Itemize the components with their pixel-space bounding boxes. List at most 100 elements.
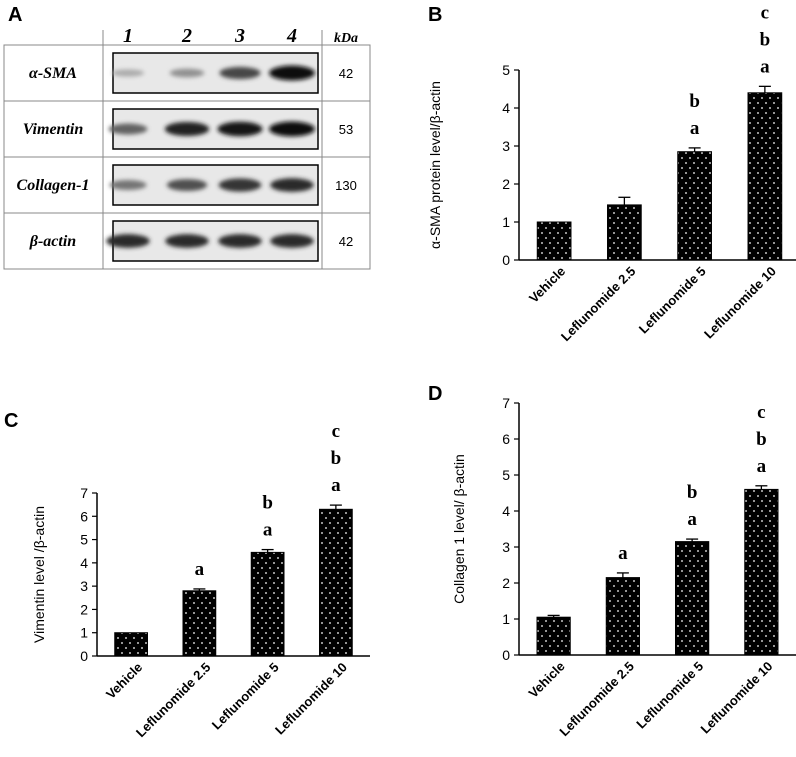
blot-band: [108, 123, 148, 135]
y-tick-label: 4: [502, 503, 510, 519]
significance-letter: a: [757, 456, 767, 477]
y-tick-label: 1: [502, 214, 510, 230]
x-tick-label: Leflunomide 2.5: [133, 660, 214, 741]
significance-letter: b: [689, 91, 700, 112]
blot-band: [106, 234, 150, 248]
y-tick-label: 5: [502, 62, 510, 78]
bar: [114, 632, 149, 657]
blot-band: [270, 178, 314, 192]
x-tick-label: Leflunomide 2.5: [556, 659, 637, 740]
y-tick-label: 2: [80, 601, 88, 617]
bar: [675, 541, 710, 656]
western-blot-panel: 1 2 3 4 kDa α-SMA 42 Vimentin 53 Collagen-1 130 β-a…: [3, 25, 371, 270]
x-tick-label: Leflunomide 5: [636, 264, 709, 337]
blot-kda-value: 42: [339, 66, 353, 81]
blot-band: [269, 121, 315, 137]
blot-band: [166, 179, 208, 191]
blot-band: [217, 121, 263, 137]
bar: [607, 204, 642, 261]
significance-letter: a: [331, 475, 341, 496]
y-tick-label: 7: [80, 485, 88, 501]
x-tick-label: Leflunomide 10: [697, 659, 775, 737]
significance-letter: a: [618, 543, 628, 564]
blot-band: [164, 121, 210, 137]
y-tick-label: 7: [502, 395, 510, 411]
bar: [605, 577, 640, 656]
chart-panel-d: 0 1 2 3 4 5 6 7 Collagen 1 level/ β-actin Vehicle…: [451, 395, 796, 740]
significance-letter: a: [760, 56, 770, 77]
x-tick-label: Vehicle: [526, 264, 568, 306]
blot-protein-label: α-SMA: [29, 65, 77, 82]
blot-protein-label: β-actin: [29, 233, 77, 250]
y-tick-label: 6: [80, 508, 88, 524]
y-tick-label: 2: [502, 575, 510, 591]
y-tick-label: 4: [502, 100, 510, 116]
significance-letter: b: [760, 29, 771, 50]
x-tick-label: Vehicle: [103, 660, 145, 702]
blot-kda-value: 53: [339, 122, 353, 137]
y-tick-label: 3: [502, 138, 510, 154]
blot-band: [218, 178, 262, 192]
kda-header: kDa: [334, 31, 358, 46]
panel-letter-b: B: [428, 4, 443, 26]
blot-band: [109, 179, 147, 191]
blot-band: [270, 234, 314, 248]
lane-label: 1: [123, 25, 133, 47]
y-tick-label: 5: [502, 467, 510, 483]
y-axis-title: Vimentin level /β-actin: [31, 506, 47, 643]
panel-letter-c: C: [4, 410, 19, 432]
blot-kda-value: 42: [339, 234, 353, 249]
significance-letter: b: [331, 448, 342, 469]
chart-panel-b: 0 1 2 3 4 5 α-SMA protein level/β-actin Vehicle…: [427, 2, 796, 345]
y-tick-label: 3: [80, 578, 88, 594]
x-tick-label: Vehicle: [525, 659, 567, 701]
x-tick-label: Leflunomide 2.5: [558, 264, 639, 345]
significance-letter: c: [761, 2, 769, 23]
significance-letter: a: [195, 559, 205, 580]
significance-letter: b: [687, 482, 698, 503]
bar: [677, 151, 712, 261]
significance-letter: c: [757, 402, 765, 423]
x-tick-label: Leflunomide 5: [633, 659, 706, 732]
blot-kda-value: 130: [335, 178, 357, 193]
y-tick-label: 1: [502, 611, 510, 627]
bar: [744, 488, 779, 656]
lane-label: 4: [286, 25, 297, 47]
blot-band: [218, 234, 262, 248]
x-tick-label: Leflunomide 10: [701, 264, 779, 342]
bar: [250, 551, 285, 657]
significance-letter: b: [262, 493, 273, 514]
y-tick-label: 3: [502, 539, 510, 555]
blot-band: [269, 65, 315, 81]
y-tick-label: 0: [80, 648, 88, 664]
blot-band: [169, 68, 205, 78]
chart-panel-c: 0 1 2 3 4 5 6 7 Vimentin level /β-actin Vehicle a L…: [31, 421, 370, 741]
bar: [536, 616, 571, 656]
significance-letter: a: [263, 520, 273, 541]
panel-letter-a: A: [8, 4, 23, 26]
y-tick-label: 6: [502, 431, 510, 447]
significance-letter: c: [332, 421, 340, 442]
y-tick-label: 2: [502, 176, 510, 192]
blot-table: 1 2 3 4 kDa α-SMA 42 Vimentin 53 Collagen-1 130 β-a…: [3, 25, 371, 270]
blot-band: [165, 234, 209, 248]
y-axis-title: Collagen 1 level/ β-actin: [451, 454, 467, 604]
blot-band: [111, 69, 145, 77]
blot-band: [219, 66, 261, 80]
significance-letter: b: [756, 429, 767, 450]
blot-protein-label: Vimentin: [23, 121, 84, 138]
blot-protein-label: Collagen-1: [17, 177, 90, 194]
panel-letter-d: D: [428, 383, 443, 405]
significance-letter: a: [687, 509, 697, 530]
bar: [747, 92, 783, 261]
y-tick-label: 0: [502, 252, 510, 268]
y-tick-label: 0: [502, 647, 510, 663]
lane-label: 3: [234, 25, 245, 47]
x-tick-label: Leflunomide 5: [209, 660, 282, 733]
bar: [536, 221, 572, 261]
lane-label: 2: [181, 25, 192, 47]
y-axis-title: α-SMA protein level/β-actin: [427, 81, 443, 249]
x-tick-label: Leflunomide 10: [272, 660, 350, 738]
y-tick-label: 5: [80, 532, 88, 548]
bar: [182, 590, 217, 657]
